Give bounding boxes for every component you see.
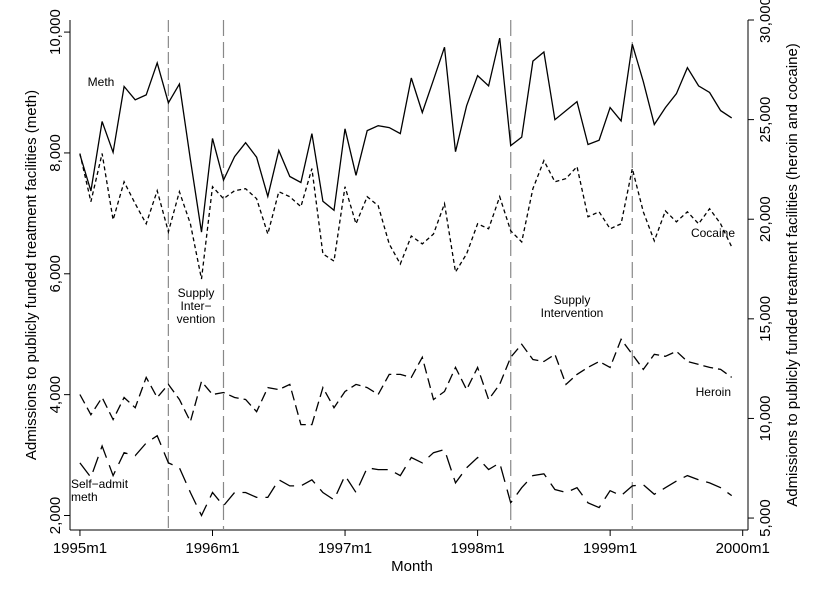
series-line (79, 153, 733, 280)
annotation: Supply (554, 293, 591, 307)
series-label: Meth (88, 75, 115, 89)
annotation: Intervention (541, 306, 604, 320)
series-line (79, 37, 733, 233)
x-tick-label: 1999m1 (583, 540, 637, 557)
series-label: meth (71, 490, 98, 504)
series-line (79, 434, 733, 518)
x-tick-label: 1997m1 (318, 540, 372, 557)
x-tick-label: 1996m1 (185, 540, 239, 557)
y2-tick-label: 30,000 (757, 0, 774, 43)
annotation: Inter− (180, 299, 211, 313)
y-tick-label: 2,000 (47, 497, 64, 535)
y2-tick-label: 10,000 (757, 395, 774, 441)
x-tick-label: 2000m1 (716, 540, 770, 557)
x-tick-label: 1995m1 (53, 540, 107, 557)
series-label: Self−admit (71, 477, 129, 491)
y2-axis-title: Admissions to publicly funded treatment … (784, 43, 801, 507)
annotation: vention (177, 312, 216, 326)
series-label: Heroin (696, 385, 731, 399)
y2-tick-label: 15,000 (757, 296, 774, 342)
y-tick-label: 4,000 (47, 376, 64, 414)
x-axis-title: Month (391, 558, 433, 575)
y-tick-label: 10,000 (47, 9, 64, 55)
series-label: Cocaine (691, 226, 735, 240)
y2-tick-label: 25,000 (757, 97, 774, 143)
y-tick-label: 6,000 (47, 255, 64, 293)
series-line (79, 337, 733, 426)
y2-tick-label: 20,000 (757, 196, 774, 242)
x-tick-label: 1998m1 (450, 540, 504, 557)
annotation: Supply (178, 286, 215, 300)
y-tick-label: 8,000 (47, 134, 64, 172)
y-axis-title: Admissions to publicly funded treatment … (23, 90, 40, 460)
y2-tick-label: 5,000 (757, 499, 774, 537)
